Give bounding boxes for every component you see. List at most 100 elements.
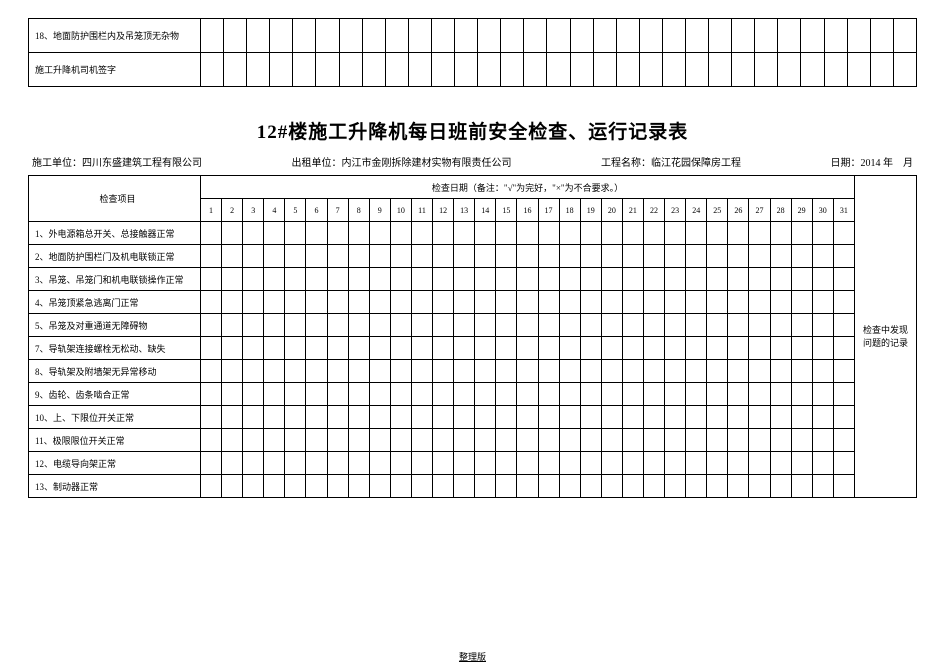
check-cell [538, 360, 559, 383]
check-cell [791, 268, 812, 291]
check-cell [707, 452, 728, 475]
check-cell [580, 291, 601, 314]
check-cell [622, 360, 643, 383]
top-cell [662, 19, 685, 53]
check-cell [580, 222, 601, 245]
check-cell [812, 360, 833, 383]
check-cell [665, 360, 686, 383]
check-cell [538, 291, 559, 314]
check-cell [601, 291, 622, 314]
check-cell [243, 475, 264, 498]
check-cell [327, 245, 348, 268]
check-cell [601, 222, 622, 245]
top-cell [824, 19, 847, 53]
top-cell [431, 53, 454, 87]
check-cell [327, 475, 348, 498]
check-cell [390, 383, 411, 406]
check-cell [538, 429, 559, 452]
check-item-label: 2、地面防护围栏门及机电联锁正常 [29, 245, 201, 268]
check-cell [749, 406, 770, 429]
check-cell [559, 314, 580, 337]
check-cell [433, 475, 454, 498]
check-cell [622, 245, 643, 268]
check-cell [243, 337, 264, 360]
check-cell [285, 314, 306, 337]
check-cell [643, 268, 664, 291]
check-cell [812, 429, 833, 452]
check-cell [390, 222, 411, 245]
header-day: 6 [306, 199, 327, 222]
top-cell [778, 19, 801, 53]
check-cell [411, 452, 432, 475]
check-cell [749, 291, 770, 314]
top-cell [501, 19, 524, 53]
check-cell [201, 452, 222, 475]
check-cell [222, 337, 243, 360]
check-cell [454, 268, 475, 291]
check-cell [791, 222, 812, 245]
check-cell [390, 360, 411, 383]
check-cell [686, 360, 707, 383]
check-cell [201, 429, 222, 452]
check-cell [433, 429, 454, 452]
check-cell [833, 291, 854, 314]
top-cell [662, 53, 685, 87]
check-cell [770, 452, 791, 475]
top-cell [408, 53, 431, 87]
header-day: 5 [285, 199, 306, 222]
check-cell [348, 429, 369, 452]
top-cell [385, 19, 408, 53]
check-cell [517, 291, 538, 314]
check-cell [812, 314, 833, 337]
check-cell [327, 222, 348, 245]
check-cell [559, 268, 580, 291]
check-cell [243, 314, 264, 337]
lease-unit: 出租单位：内江市金刚拆除建材实物有限责任公司 [292, 154, 512, 169]
check-cell [369, 452, 390, 475]
check-cell [686, 383, 707, 406]
header-day: 23 [665, 199, 686, 222]
check-cell [306, 245, 327, 268]
check-cell [749, 245, 770, 268]
check-cell [643, 291, 664, 314]
check-cell [833, 383, 854, 406]
check-cell [348, 452, 369, 475]
check-cell [728, 360, 749, 383]
check-cell [580, 406, 601, 429]
check-cell [812, 383, 833, 406]
check-cell [222, 360, 243, 383]
check-cell [643, 452, 664, 475]
check-item-label: 12、电缆导向架正常 [29, 452, 201, 475]
check-cell [348, 291, 369, 314]
check-cell [475, 291, 496, 314]
header-day: 2 [222, 199, 243, 222]
check-cell [622, 429, 643, 452]
check-cell [201, 291, 222, 314]
top-cell [801, 53, 824, 87]
check-cell [538, 475, 559, 498]
check-cell [201, 383, 222, 406]
check-cell [580, 314, 601, 337]
check-cell [812, 291, 833, 314]
check-cell [306, 360, 327, 383]
check-cell [201, 222, 222, 245]
check-cell [475, 406, 496, 429]
check-cell [601, 360, 622, 383]
check-cell [791, 383, 812, 406]
check-item-label: 13、制动器正常 [29, 475, 201, 498]
check-cell [306, 222, 327, 245]
top-cell [293, 53, 316, 87]
check-cell [580, 429, 601, 452]
check-cell [306, 314, 327, 337]
header-day: 21 [622, 199, 643, 222]
check-cell [643, 245, 664, 268]
check-cell [559, 406, 580, 429]
top-cell [755, 19, 778, 53]
check-cell [390, 245, 411, 268]
check-cell [433, 383, 454, 406]
check-cell [369, 314, 390, 337]
check-cell [601, 383, 622, 406]
check-cell [454, 406, 475, 429]
top-cell [616, 53, 639, 87]
check-cell [390, 475, 411, 498]
